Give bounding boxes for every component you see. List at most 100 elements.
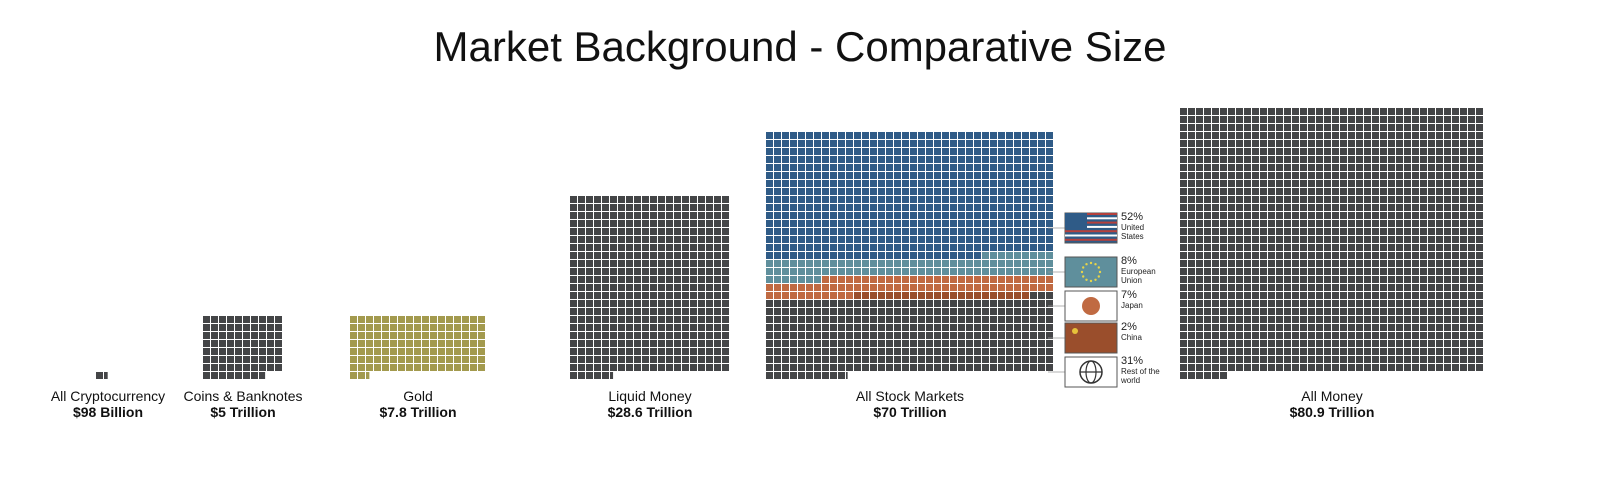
waffle-square <box>1436 244 1443 251</box>
waffle-square <box>1356 164 1363 171</box>
waffle-square <box>235 348 242 355</box>
waffle-square <box>782 316 789 323</box>
waffle-square <box>838 268 845 275</box>
waffle-square <box>1244 324 1251 331</box>
waffle-square <box>782 212 789 219</box>
waffle-square <box>926 196 933 203</box>
waffle-square <box>722 364 729 371</box>
waffle-square <box>1006 148 1013 155</box>
flag-detail <box>1065 234 1117 237</box>
waffle-square <box>798 156 805 163</box>
waffle-square <box>1300 196 1307 203</box>
waffle-square <box>1038 324 1045 331</box>
waffle-square <box>1324 284 1331 291</box>
waffle-square <box>886 236 893 243</box>
waffle-square <box>934 212 941 219</box>
waffle-square <box>698 348 705 355</box>
waffle-square <box>902 212 909 219</box>
waffle-square <box>1340 340 1347 347</box>
waffle-square <box>998 364 1005 371</box>
waffle-square <box>698 204 705 211</box>
waffle-square <box>1204 284 1211 291</box>
waffle-square <box>966 316 973 323</box>
waffle-square <box>1308 108 1315 115</box>
waffle-square <box>782 300 789 307</box>
flag-detail <box>1097 275 1100 278</box>
waffle-square <box>886 228 893 235</box>
waffle-square <box>1348 268 1355 275</box>
waffle-square <box>942 268 949 275</box>
waffle-square <box>1284 260 1291 267</box>
waffle-square <box>766 284 773 291</box>
waffle-square <box>1436 140 1443 147</box>
waffle-square <box>886 180 893 187</box>
waffle-square <box>958 180 965 187</box>
waffle-square <box>1348 108 1355 115</box>
waffle-square <box>926 340 933 347</box>
waffle-square <box>610 204 617 211</box>
waffle-square <box>1468 332 1475 339</box>
waffle-square <box>918 156 925 163</box>
waffle-square <box>1038 220 1045 227</box>
waffle-square <box>950 172 957 179</box>
waffle-square <box>1284 364 1291 371</box>
waffle-square <box>1372 284 1379 291</box>
waffle-square <box>1180 332 1187 339</box>
waffle-square <box>1324 212 1331 219</box>
waffle-square <box>1460 260 1467 267</box>
waffle-square <box>1268 364 1275 371</box>
waffle-square <box>1276 204 1283 211</box>
waffle-square <box>1356 260 1363 267</box>
waffle-square <box>998 236 1005 243</box>
waffle-square <box>878 268 885 275</box>
waffle-square <box>974 340 981 347</box>
waffle-square <box>1396 116 1403 123</box>
waffle-square <box>766 260 773 267</box>
waffle-square <box>902 300 909 307</box>
waffle-square <box>1252 188 1259 195</box>
waffle-square <box>1332 196 1339 203</box>
waffle-square <box>806 188 813 195</box>
waffle-square <box>1444 364 1451 371</box>
waffle-square <box>578 244 585 251</box>
waffle-square <box>1014 260 1021 267</box>
waffle-square <box>1196 236 1203 243</box>
waffle-square <box>1300 116 1307 123</box>
waffle-square <box>1006 220 1013 227</box>
waffle-square <box>838 220 845 227</box>
waffle-square <box>610 276 617 283</box>
waffle-square <box>790 252 797 259</box>
waffle-square <box>846 228 853 235</box>
waffle-square <box>846 276 853 283</box>
waffle-square <box>666 308 673 315</box>
waffle-square <box>814 292 821 299</box>
waffle-square <box>1380 348 1387 355</box>
waffle-square <box>1348 196 1355 203</box>
waffle-square <box>470 364 477 371</box>
waffle-square <box>698 300 705 307</box>
waffle-square <box>806 268 813 275</box>
waffle-square <box>1196 212 1203 219</box>
waffle-square <box>1364 172 1371 179</box>
waffle-square <box>1372 108 1379 115</box>
waffle-square <box>990 292 997 299</box>
waffle-square <box>650 212 657 219</box>
category-label: All Cryptocurrency <box>50 388 166 404</box>
waffle-square <box>1030 300 1037 307</box>
waffle-square <box>918 220 925 227</box>
waffle-square <box>1212 308 1219 315</box>
waffle-square <box>1212 276 1219 283</box>
waffle-square <box>766 324 773 331</box>
waffle-square <box>1030 164 1037 171</box>
waffle-square <box>1188 164 1195 171</box>
waffle-square <box>974 308 981 315</box>
waffle-square <box>1180 204 1187 211</box>
waffle-square <box>650 260 657 267</box>
waffle-square <box>690 228 697 235</box>
waffle-square <box>1364 364 1371 371</box>
waffle-square <box>894 348 901 355</box>
waffle-square <box>766 372 773 379</box>
waffle-square <box>1356 340 1363 347</box>
waffle-square <box>1046 268 1053 275</box>
waffle-square <box>1268 132 1275 139</box>
